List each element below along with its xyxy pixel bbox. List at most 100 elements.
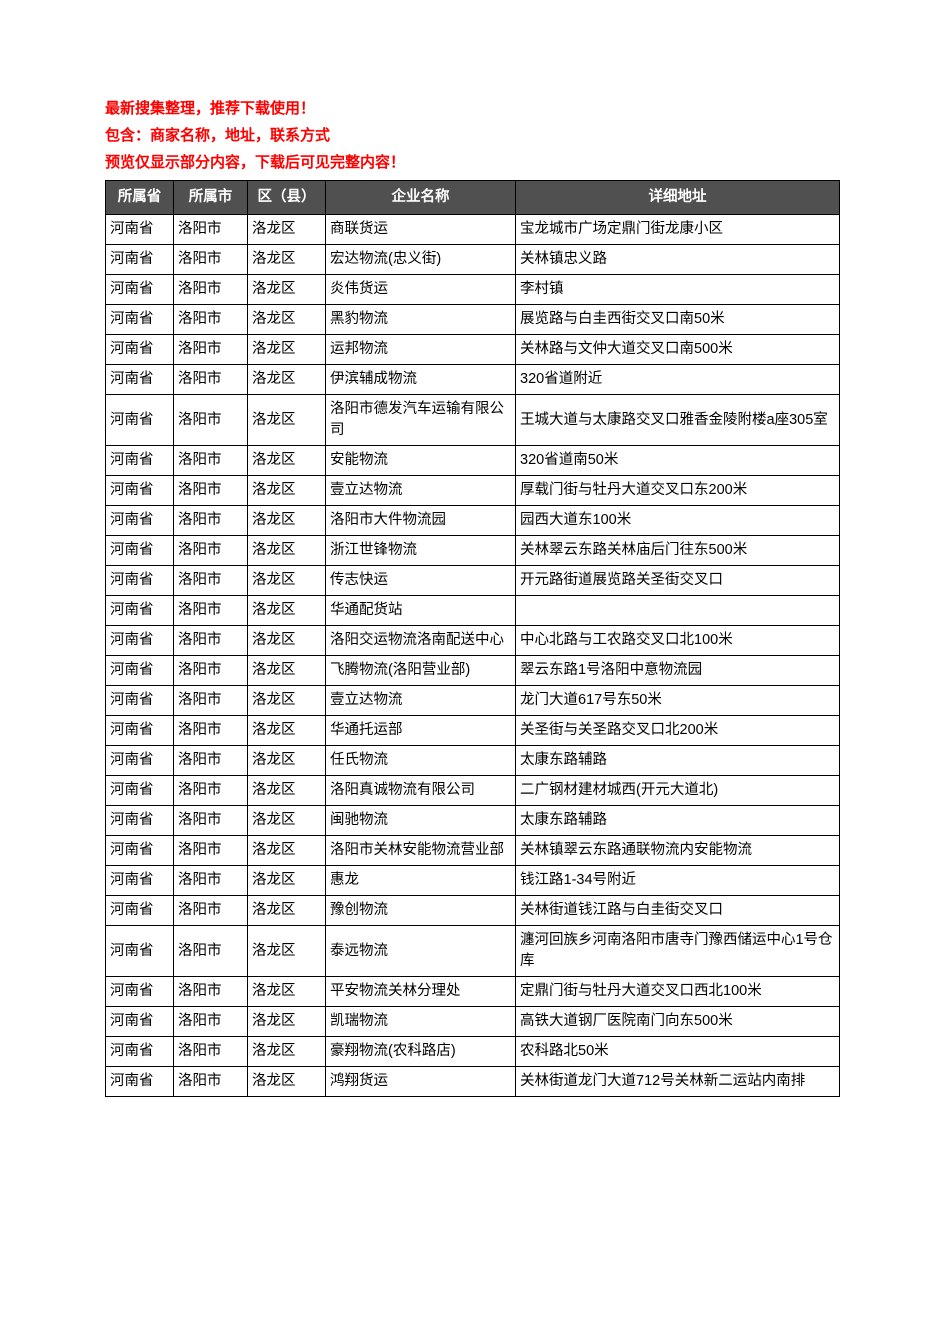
cell-r5-c0: 河南省 [106,365,174,395]
cell-r1-c0: 河南省 [106,245,174,275]
cell-r11-c2: 洛龙区 [248,566,326,596]
table-row: 河南省洛阳市洛龙区黑豹物流展览路与白圭西街交叉口南50米 [106,305,840,335]
table-row: 河南省洛阳市洛龙区洛阳市关林安能物流营业部关林镇翠云东路通联物流内安能物流 [106,836,840,866]
col-header-0: 所属省 [106,181,174,215]
cell-r7-c0: 河南省 [106,446,174,476]
cell-r13-c3: 洛阳交运物流洛南配送中心 [326,626,516,656]
cell-r26-c1: 洛阳市 [174,1037,248,1067]
cell-r5-c2: 洛龙区 [248,365,326,395]
cell-r21-c3: 惠龙 [326,866,516,896]
cell-r1-c1: 洛阳市 [174,245,248,275]
cell-r13-c0: 河南省 [106,626,174,656]
cell-r2-c2: 洛龙区 [248,275,326,305]
cell-r4-c3: 运邦物流 [326,335,516,365]
cell-r19-c4: 太康东路辅路 [516,806,840,836]
cell-r17-c2: 洛龙区 [248,746,326,776]
cell-r2-c1: 洛阳市 [174,275,248,305]
data-table: 所属省所属市区（县）企业名称详细地址 河南省洛阳市洛龙区商联货运宝龙城市广场定鼎… [105,180,840,1097]
cell-r20-c0: 河南省 [106,836,174,866]
table-row: 河南省洛阳市洛龙区豪翔物流(农科路店)农科路北50米 [106,1037,840,1067]
cell-r0-c1: 洛阳市 [174,215,248,245]
cell-r27-c1: 洛阳市 [174,1067,248,1097]
cell-r13-c4: 中心北路与工农路交叉口北100米 [516,626,840,656]
cell-r27-c3: 鸿翔货运 [326,1067,516,1097]
cell-r7-c3: 安能物流 [326,446,516,476]
cell-r12-c2: 洛龙区 [248,596,326,626]
cell-r15-c2: 洛龙区 [248,686,326,716]
cell-r25-c2: 洛龙区 [248,1007,326,1037]
table-row: 河南省洛阳市洛龙区宏达物流(忠义街)关林镇忠义路 [106,245,840,275]
cell-r22-c1: 洛阳市 [174,896,248,926]
table-row: 河南省洛阳市洛龙区任氏物流太康东路辅路 [106,746,840,776]
cell-r11-c3: 传志快运 [326,566,516,596]
cell-r18-c1: 洛阳市 [174,776,248,806]
cell-r8-c3: 壹立达物流 [326,476,516,506]
cell-r26-c3: 豪翔物流(农科路店) [326,1037,516,1067]
cell-r4-c2: 洛龙区 [248,335,326,365]
cell-r18-c4: 二广钢材建材城西(开元大道北) [516,776,840,806]
cell-r16-c2: 洛龙区 [248,716,326,746]
cell-r10-c2: 洛龙区 [248,536,326,566]
col-header-3: 企业名称 [326,181,516,215]
table-head: 所属省所属市区（县）企业名称详细地址 [106,181,840,215]
cell-r20-c1: 洛阳市 [174,836,248,866]
table-row: 河南省洛阳市洛龙区壹立达物流厚载门街与牡丹大道交叉口东200米 [106,476,840,506]
cell-r4-c4: 关林路与文仲大道交叉口南500米 [516,335,840,365]
cell-r24-c4: 定鼎门街与牡丹大道交叉口西北100米 [516,977,840,1007]
table-row: 河南省洛阳市洛龙区传志快运开元路街道展览路关圣街交叉口 [106,566,840,596]
cell-r16-c4: 关圣街与关圣路交叉口北200米 [516,716,840,746]
cell-r9-c0: 河南省 [106,506,174,536]
cell-r14-c3: 飞腾物流(洛阳营业部) [326,656,516,686]
cell-r21-c1: 洛阳市 [174,866,248,896]
cell-r12-c1: 洛阳市 [174,596,248,626]
cell-r21-c4: 钱江路1-34号附近 [516,866,840,896]
cell-r6-c2: 洛龙区 [248,395,326,446]
cell-r6-c1: 洛阳市 [174,395,248,446]
table-row: 河南省洛阳市洛龙区浙江世锋物流关林翠云东路关林庙后门往东500米 [106,536,840,566]
cell-r17-c3: 任氏物流 [326,746,516,776]
cell-r8-c2: 洛龙区 [248,476,326,506]
cell-r3-c2: 洛龙区 [248,305,326,335]
table-row: 河南省洛阳市洛龙区洛阳交运物流洛南配送中心中心北路与工农路交叉口北100米 [106,626,840,656]
cell-r11-c1: 洛阳市 [174,566,248,596]
cell-r17-c0: 河南省 [106,746,174,776]
cell-r15-c4: 龙门大道617号东50米 [516,686,840,716]
cell-r18-c0: 河南省 [106,776,174,806]
cell-r25-c0: 河南省 [106,1007,174,1037]
cell-r8-c0: 河南省 [106,476,174,506]
cell-r7-c4: 320省道南50米 [516,446,840,476]
table-row: 河南省洛阳市洛龙区平安物流关林分理处定鼎门街与牡丹大道交叉口西北100米 [106,977,840,1007]
cell-r24-c3: 平安物流关林分理处 [326,977,516,1007]
table-row: 河南省洛阳市洛龙区壹立达物流龙门大道617号东50米 [106,686,840,716]
table-row: 河南省洛阳市洛龙区凯瑞物流高铁大道钢厂医院南门向东500米 [106,1007,840,1037]
cell-r10-c4: 关林翠云东路关林庙后门往东500米 [516,536,840,566]
cell-r13-c1: 洛阳市 [174,626,248,656]
cell-r20-c3: 洛阳市关林安能物流营业部 [326,836,516,866]
cell-r11-c4: 开元路街道展览路关圣街交叉口 [516,566,840,596]
table-row: 河南省洛阳市洛龙区洛阳市德发汽车运输有限公司王城大道与太康路交叉口雅香金陵附楼a… [106,395,840,446]
cell-r2-c3: 炎伟货运 [326,275,516,305]
cell-r18-c2: 洛龙区 [248,776,326,806]
cell-r23-c1: 洛阳市 [174,926,248,977]
cell-r5-c3: 伊滨辅成物流 [326,365,516,395]
table-row: 河南省洛阳市洛龙区豫创物流关林街道钱江路与白圭街交叉口 [106,896,840,926]
cell-r3-c1: 洛阳市 [174,305,248,335]
cell-r25-c4: 高铁大道钢厂医院南门向东500米 [516,1007,840,1037]
table-row: 河南省洛阳市洛龙区安能物流320省道南50米 [106,446,840,476]
table-body: 河南省洛阳市洛龙区商联货运宝龙城市广场定鼎门街龙康小区河南省洛阳市洛龙区宏达物流… [106,215,840,1097]
intro-line-1: 最新搜集整理，推荐下载使用！ [105,95,840,122]
cell-r3-c0: 河南省 [106,305,174,335]
cell-r6-c4: 王城大道与太康路交叉口雅香金陵附楼a座305室 [516,395,840,446]
cell-r6-c3: 洛阳市德发汽车运输有限公司 [326,395,516,446]
cell-r24-c0: 河南省 [106,977,174,1007]
cell-r13-c2: 洛龙区 [248,626,326,656]
cell-r23-c0: 河南省 [106,926,174,977]
intro-line-2: 包含：商家名称，地址，联系方式 [105,122,840,149]
cell-r10-c3: 浙江世锋物流 [326,536,516,566]
cell-r23-c4: 瀍河回族乡河南洛阳市唐寺门豫西储运中心1号仓库 [516,926,840,977]
cell-r26-c2: 洛龙区 [248,1037,326,1067]
col-header-4: 详细地址 [516,181,840,215]
cell-r26-c0: 河南省 [106,1037,174,1067]
cell-r22-c3: 豫创物流 [326,896,516,926]
cell-r19-c2: 洛龙区 [248,806,326,836]
